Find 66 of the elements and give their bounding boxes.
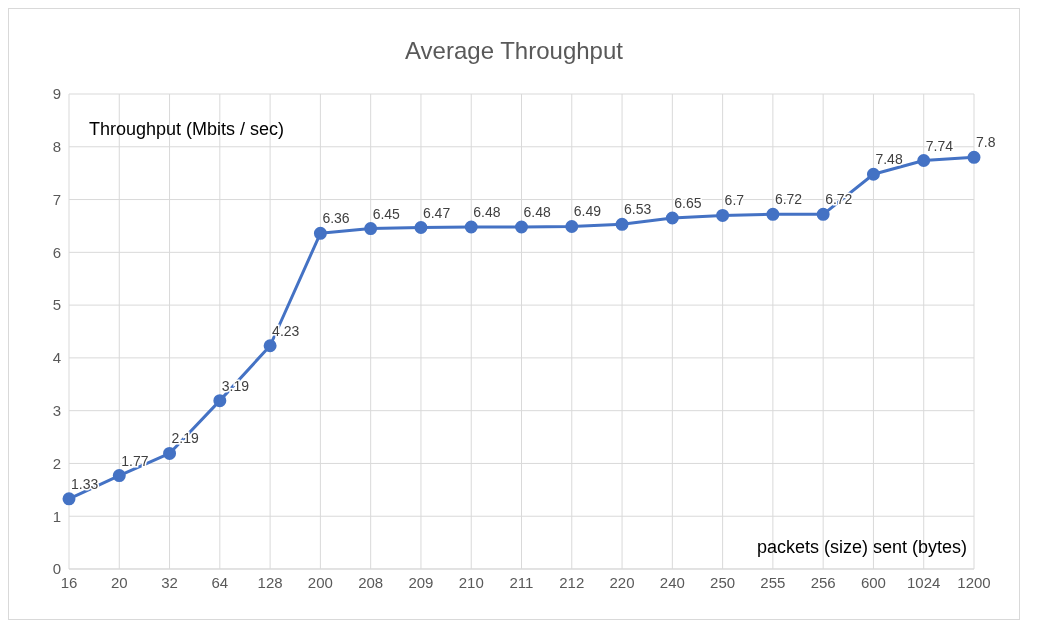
- point: [665, 211, 679, 225]
- y-axis-title: Throughput (Mbits / sec): [89, 119, 285, 140]
- chart-title: Average Throughput: [404, 37, 624, 65]
- x-tick-label: 1024: [907, 573, 941, 591]
- data-label: 1.77: [121, 452, 149, 469]
- x-tick-label: 209: [408, 573, 434, 591]
- y-tick-label: 9: [52, 85, 61, 103]
- x-tick-label: 208: [358, 573, 384, 591]
- data-label: 6.36: [322, 210, 350, 227]
- y-tick-label: 2: [52, 454, 61, 472]
- x-tick-label: 212: [559, 573, 585, 591]
- y-tick-label: 4: [52, 349, 61, 367]
- x-tick-label: 128: [257, 573, 283, 591]
- point: [263, 339, 277, 353]
- point: [364, 222, 378, 236]
- x-tick-label: 600: [860, 573, 886, 591]
- data-label: 6.65: [674, 195, 702, 212]
- x-tick-label: 16: [60, 573, 78, 591]
- data-label: 6.49: [573, 203, 602, 220]
- point: [414, 221, 428, 235]
- point: [816, 207, 830, 221]
- point: [766, 207, 780, 221]
- x-tick-label: 1200: [957, 573, 991, 591]
- x-tick-label: 250: [710, 573, 736, 591]
- y-tick-label: 7: [52, 190, 61, 208]
- x-tick-label: 64: [211, 573, 229, 591]
- y-tick-label: 5: [52, 296, 61, 314]
- data-label: 7.8: [976, 134, 996, 151]
- point: [62, 492, 76, 506]
- data-label: 6.72: [774, 191, 803, 208]
- point: [917, 154, 931, 167]
- point: [213, 394, 227, 408]
- point: [615, 217, 629, 231]
- x-tick-label: 210: [458, 573, 484, 591]
- x-tick-label: 255: [760, 573, 786, 591]
- data-label: 6.7: [724, 192, 745, 209]
- data-label: 7.74: [925, 137, 954, 154]
- x-tick-label: 32: [161, 573, 178, 591]
- x-axis-title: packets (size) sent (bytes): [756, 537, 967, 558]
- y-tick-label: 3: [52, 401, 61, 419]
- data-label: 1.33: [71, 475, 99, 492]
- y-tick-label: 6: [52, 243, 61, 261]
- data-label: 6.48: [473, 204, 501, 220]
- data-label: 6.45: [372, 205, 401, 222]
- point: [967, 150, 981, 164]
- point: [313, 226, 327, 240]
- x-tick-label: 211: [509, 573, 534, 591]
- point: [716, 208, 730, 222]
- data-label: 6.48: [523, 204, 551, 220]
- point: [112, 469, 126, 483]
- data-label: 7.48: [875, 151, 903, 168]
- x-tick-label: 200: [307, 573, 333, 591]
- y-tick-label: 1: [52, 507, 61, 525]
- point: [464, 220, 478, 234]
- y-tick-label: 0: [52, 560, 61, 578]
- x-tick-label: 20: [110, 573, 128, 591]
- data-label: 6.53: [624, 201, 652, 218]
- point: [163, 446, 177, 460]
- data-label: 6.47: [422, 204, 451, 221]
- y-tick-label: 8: [52, 138, 61, 156]
- x-tick-label: 256: [810, 573, 836, 591]
- x-tick-label: 220: [609, 573, 635, 591]
- point: [515, 220, 528, 234]
- x-tick-label: 240: [659, 573, 685, 591]
- point: [866, 167, 880, 181]
- point: [565, 219, 579, 233]
